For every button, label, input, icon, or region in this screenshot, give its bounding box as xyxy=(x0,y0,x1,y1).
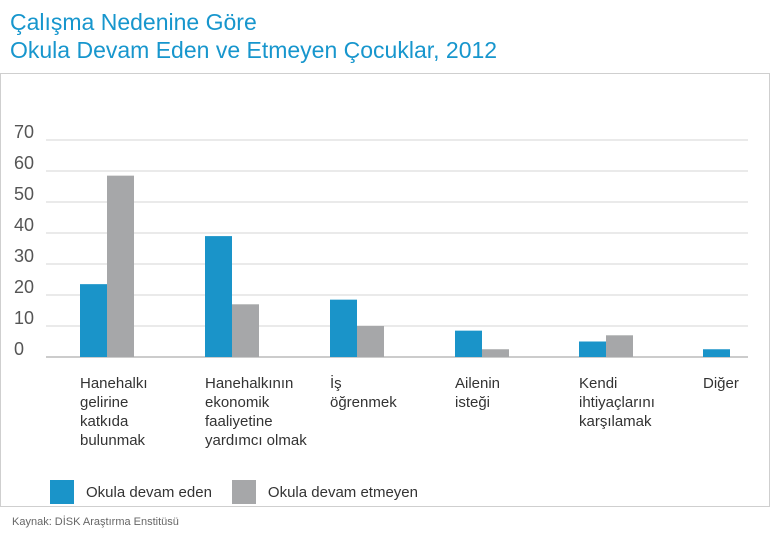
x-category-label: Hanehalkının ekonomik faaliyetine yardımcı … xyxy=(205,375,307,449)
y-tick-label: 20 xyxy=(14,277,34,297)
y-tick-label: 10 xyxy=(14,308,34,328)
legend-label-series-1: Okula devam eden xyxy=(86,483,212,501)
x-category-label: Kendi ihtiyaçlarını karşılamak xyxy=(579,375,655,430)
bar-series-1 xyxy=(330,299,357,357)
x-category-label: İş öğrenmek xyxy=(330,374,397,411)
y-tick-label: 0 xyxy=(14,339,24,359)
x-category-label: Ailenin isteği xyxy=(455,375,500,411)
bar-series-1 xyxy=(703,349,730,357)
source-note: Kaynak: DİSK Araştırma Enstitüsü xyxy=(12,516,179,528)
bar-series-2 xyxy=(357,326,384,357)
x-category-label: Hanehalkı gelirine katkıda bulunmak xyxy=(80,375,148,449)
y-tick-label: 60 xyxy=(14,153,34,173)
chart-title: Çalışma Nedenine Göre Okula Devam Eden v… xyxy=(10,8,497,64)
bar-series-2 xyxy=(606,335,633,357)
legend-label-series-2: Okula devam etmeyen xyxy=(267,483,418,501)
x-category-label: Diğer xyxy=(703,375,739,392)
legend-item-series-1: Okula devam eden xyxy=(50,480,212,504)
legend: Okula devam eden Okula devam etmeyen xyxy=(50,480,438,504)
bar-series-1 xyxy=(579,341,606,357)
y-tick-label: 40 xyxy=(14,215,34,235)
bar-chart: 0 10 20 30 40 50 60 70 Hanehalkı gelirine katkıda b… xyxy=(14,122,748,449)
chart-title-line1: Çalışma Nedenine Göre xyxy=(10,9,257,35)
bar-series-1 xyxy=(205,236,232,357)
bar-series-2 xyxy=(482,349,509,357)
legend-swatch-series-1 xyxy=(50,480,74,504)
legend-swatch-series-2 xyxy=(231,480,256,504)
y-tick-label: 30 xyxy=(14,246,34,266)
y-tick-label: 50 xyxy=(14,184,34,204)
chart-subtitle: Okula Devam Eden ve Etmeyen Çocuklar, 20… xyxy=(10,37,498,63)
bar-series-2 xyxy=(232,304,259,357)
legend-item-series-2: Okula devam etmeyen xyxy=(231,480,418,504)
y-tick-label: 70 xyxy=(14,122,34,142)
bar-series-1 xyxy=(455,330,482,357)
bar-series-2 xyxy=(107,175,134,357)
bar-series-1 xyxy=(80,284,107,357)
